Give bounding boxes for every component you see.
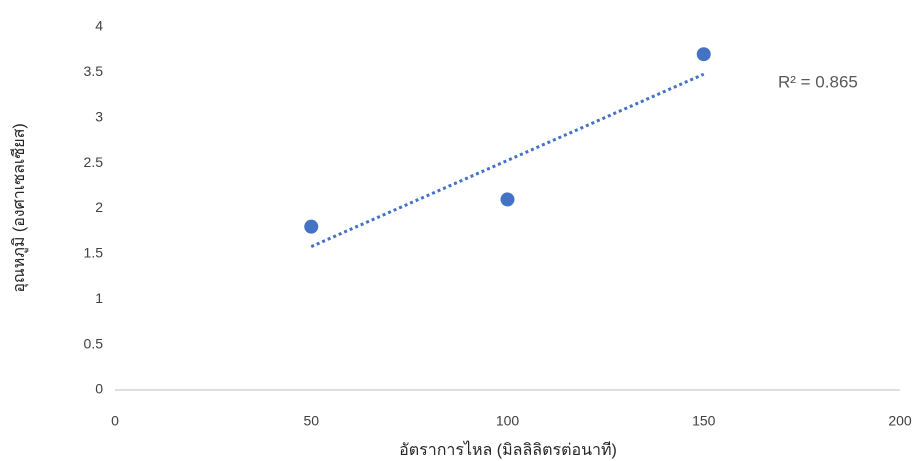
y-tick-label: 4 [95,18,103,34]
y-tick-label: 2.5 [84,154,104,170]
y-tick-label: 3.5 [84,63,104,79]
x-tick-label: 200 [888,413,912,429]
x-tick-label: 50 [303,413,319,429]
point [501,192,515,206]
y-tick-label: 0.5 [84,335,104,351]
x-tick-label: 150 [692,413,716,429]
point [697,47,711,61]
trendline [311,74,704,246]
x-axis-title: อัตราการไหล (มิลลิลิตรต่อนาที) [399,440,617,459]
y-tick-label: 3 [95,108,103,124]
trendline-label: R² = 0.865 [778,72,858,91]
x-tick-label: 0 [111,413,119,429]
chart: อัตราการไหล (มิลลิลิตรต่อนาที) อุณหภูมิ … [0,0,916,461]
y-tick-label: 1.5 [84,245,104,261]
point [304,220,318,234]
x-tick-label: 100 [496,413,520,429]
y-tick-label: 2 [95,199,103,215]
y-axis-title: อุณหภูมิ (องศาเซลเซียส) [10,123,29,292]
y-tick-label: 0 [95,381,103,397]
y-tick-label: 1 [95,290,103,306]
